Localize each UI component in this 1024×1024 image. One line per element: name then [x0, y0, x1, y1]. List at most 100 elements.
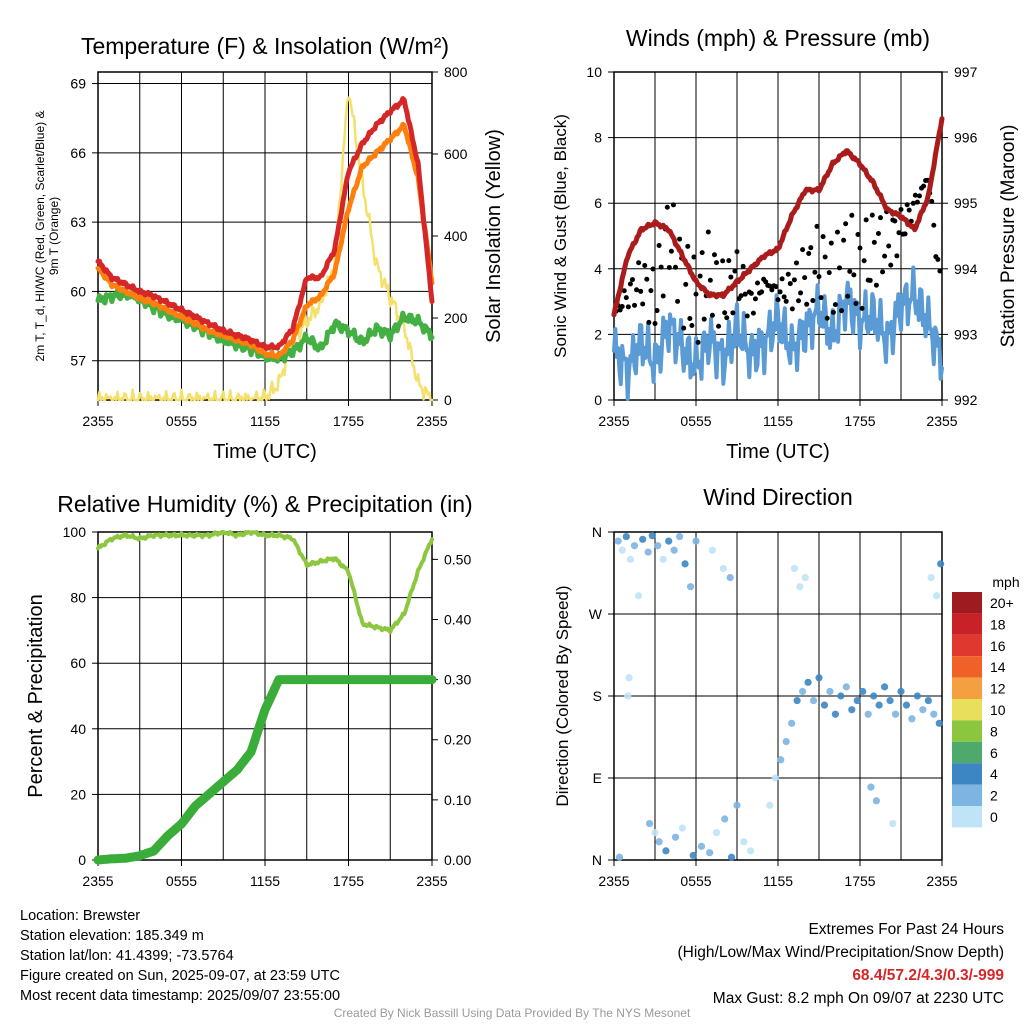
- direction-point: [848, 706, 856, 714]
- gust-point: [781, 294, 787, 300]
- gust-point: [714, 260, 719, 266]
- x-tick-label: 0555: [680, 413, 711, 429]
- gust-point: [898, 207, 904, 213]
- direction-point: [937, 560, 945, 568]
- gust-point: [935, 256, 941, 262]
- series-station-pressure: [611, 116, 945, 318]
- direction-point: [624, 692, 632, 700]
- y2-tick-label: 995: [954, 195, 978, 211]
- direction-point: [891, 710, 900, 718]
- direction-point: [662, 847, 670, 855]
- gust-point: [699, 250, 705, 256]
- gust-point: [853, 301, 859, 307]
- y-tick-label: 57: [70, 353, 86, 369]
- direction-point: [726, 573, 734, 582]
- gust-point: [658, 264, 664, 270]
- gust-point: [621, 288, 627, 294]
- direction-point: [644, 548, 652, 556]
- gust-point: [878, 215, 883, 221]
- gust-point: [906, 207, 912, 213]
- y2-tick-label: 0.00: [444, 852, 471, 868]
- gust-point: [892, 218, 898, 224]
- gust-point: [871, 239, 877, 245]
- gust-point: [847, 268, 853, 274]
- y-axis-label-line1: 2m T, T_d, HI/WC (Red, Green, Scarlet/Bl…: [33, 111, 47, 362]
- gust-point: [730, 310, 736, 316]
- y2-axis-label: Solar Insolation (Yellow): [483, 129, 505, 343]
- gust-point: [656, 242, 662, 248]
- plot-frame: [97, 71, 433, 401]
- direction-point: [721, 815, 729, 823]
- gust-point: [896, 230, 902, 236]
- gust-point: [750, 310, 756, 316]
- gust-point: [654, 308, 660, 314]
- direction-point: [665, 537, 673, 545]
- y-tick-label: W: [589, 606, 603, 622]
- legend-label: 6: [990, 745, 998, 761]
- gust-point: [804, 301, 810, 307]
- x-tick-label: 1155: [763, 413, 793, 429]
- legend-label: 14: [990, 659, 1006, 675]
- gust-point: [798, 290, 804, 296]
- gust-point: [677, 236, 683, 242]
- y-tick-label: 2: [594, 326, 602, 342]
- legend-label: 2: [990, 788, 998, 804]
- gust-point: [752, 296, 758, 302]
- direction-point: [788, 719, 796, 727]
- x-tick-label: 2355: [416, 873, 447, 889]
- x-tick-label: 1155: [763, 873, 793, 889]
- gust-point: [742, 291, 748, 297]
- direction-point: [815, 674, 823, 682]
- chart-title: Winds (mph) & Pressure (mb): [626, 25, 930, 51]
- gust-point: [652, 321, 658, 327]
- direction-point: [614, 537, 622, 545]
- legend-swatch: [952, 741, 982, 764]
- y2-tick-label: 0.20: [444, 732, 471, 748]
- x-tick-label: 2355: [598, 873, 629, 889]
- gust-point: [646, 319, 652, 325]
- gust-point: [837, 265, 842, 271]
- gust-point: [728, 274, 734, 280]
- gust-point: [845, 293, 851, 299]
- legend-swatch: [952, 634, 982, 657]
- plot-frame: [613, 71, 943, 401]
- y-axis-label: Direction (Colored By Speed): [553, 585, 572, 806]
- gust-point: [894, 253, 900, 259]
- y2-tick-label: 200: [444, 310, 468, 326]
- chart-panel-3: 2355 0555 1155 1755 2355 0 20 40 60 80 100 0.00 0.10…: [25, 491, 473, 889]
- direction-point: [889, 819, 897, 828]
- y-tick-label: 0: [78, 852, 86, 868]
- direction-point: [867, 783, 875, 791]
- direction-point: [790, 564, 799, 573]
- direction-point: [796, 583, 804, 591]
- speed-legend: mph 20+ 18 16 14 12 10 8 6 4 2 0: [952, 574, 1020, 828]
- gust-point: [921, 183, 927, 189]
- direction-point: [881, 683, 889, 691]
- gust-point: [697, 273, 703, 279]
- x-tick-label: 1755: [844, 413, 875, 429]
- gust-point: [904, 202, 910, 208]
- gust-point: [822, 254, 828, 260]
- y-tick-label: N: [592, 524, 602, 540]
- gust-point: [720, 258, 726, 264]
- legend-swatch: [952, 763, 982, 785]
- meteogram-figure: 2355 0555 1155 1755 235557606366690200400600…: [25, 25, 1020, 889]
- direction-point: [719, 564, 727, 573]
- gust-point: [857, 245, 863, 251]
- direction-point: [870, 692, 878, 700]
- gust-point: [828, 240, 834, 246]
- gust-point: [785, 271, 791, 277]
- legend-label: 16: [990, 638, 1006, 654]
- legend-swatch: [952, 613, 982, 635]
- gust-point: [683, 281, 689, 287]
- y-tick-label: 20: [70, 786, 86, 802]
- gust-point: [673, 264, 678, 270]
- gust-point: [711, 252, 717, 258]
- gust-point: [914, 199, 920, 205]
- gust-point: [869, 212, 875, 218]
- y-tick-label: N: [592, 852, 602, 868]
- gust-point: [886, 243, 892, 249]
- y2-tick-label: 0: [444, 392, 452, 408]
- gust-point: [732, 268, 738, 274]
- gust-point: [738, 293, 744, 299]
